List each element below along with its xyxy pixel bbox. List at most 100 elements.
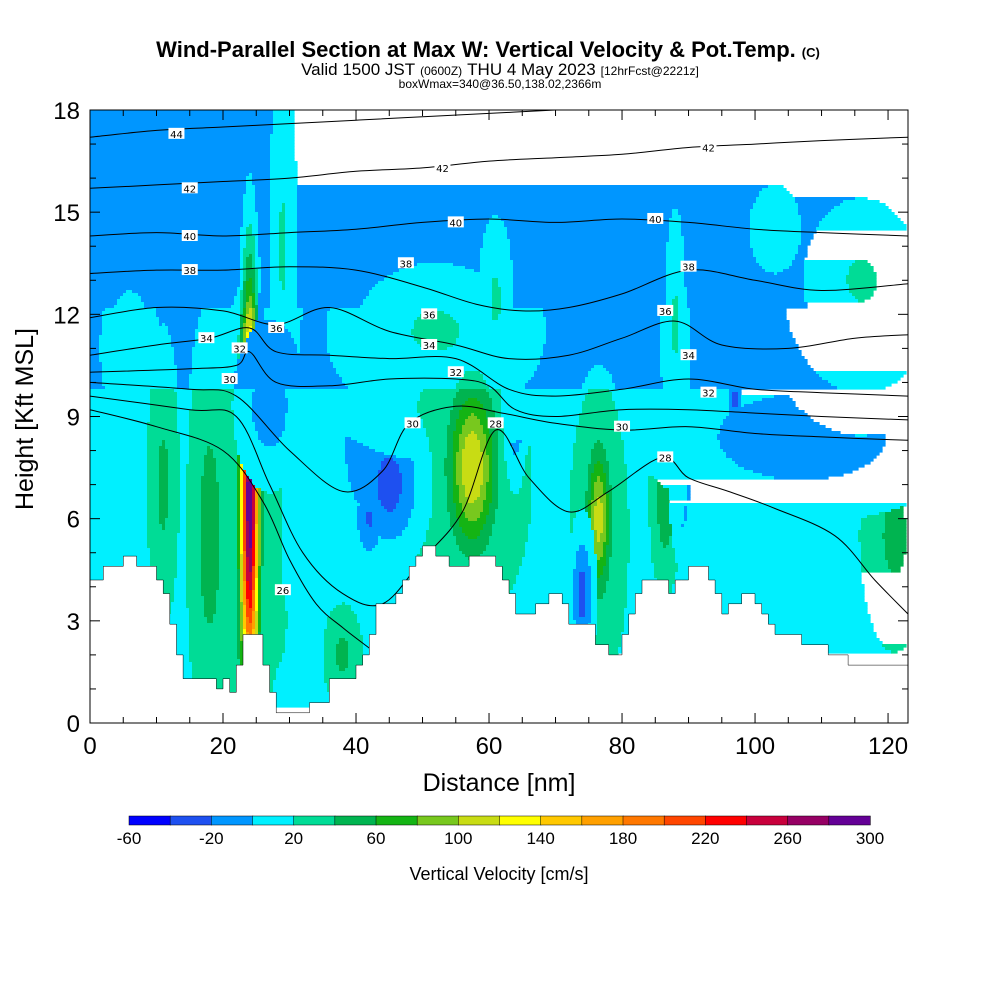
y-tick-label: 0 (67, 711, 80, 738)
colorbar-tick-label: -20 (199, 829, 224, 848)
theta-label-text: 38 (682, 263, 695, 274)
colorbar-tick-label: 140 (526, 829, 554, 848)
theta-label-text: 32 (233, 344, 246, 355)
x-axis-label: Distance [nm] (423, 769, 576, 797)
colorbar-swatch (540, 815, 583, 826)
colorbar-swatch (787, 815, 830, 826)
theta-label: 32 (447, 366, 464, 379)
theta-label: 36 (657, 304, 674, 318)
theta-label: 36 (421, 308, 438, 321)
theta-label-text: 36 (659, 307, 672, 318)
y-tick-label: 18 (53, 98, 80, 125)
colorbar-label: Vertical Velocity [cm/s] (409, 864, 588, 884)
theta-label: 34 (680, 349, 697, 362)
theta-label: 28 (657, 451, 674, 464)
theta-label-text: 30 (616, 423, 629, 434)
x-tick-label: 100 (735, 733, 775, 760)
x-axis: 0 20 40 60 80 100 120 (83, 110, 908, 760)
colorbar-swatch (416, 815, 459, 826)
theta-label: 30 (221, 373, 238, 386)
theta-label: 30 (404, 417, 421, 430)
theta-label-text: 36 (423, 310, 436, 321)
copyright-mark: (C) (802, 45, 820, 60)
colorbar-swatch (828, 815, 871, 826)
colorbar-tick-label: 60 (367, 829, 386, 848)
colorbar-swatch (252, 815, 295, 826)
theta-label-text: 30 (223, 375, 236, 386)
colorbar-swatch (458, 815, 501, 826)
theta-label: 26 (274, 584, 291, 597)
theta-label-text: 40 (649, 215, 662, 226)
theta-label-text: 40 (449, 218, 462, 229)
colorbar-swatch (375, 815, 418, 826)
theta-label-text: 38 (400, 259, 413, 270)
colorbar-tick-label: -60 (117, 829, 142, 848)
theta-label-text: 42 (702, 143, 715, 154)
theta-contour-38 (90, 266, 908, 312)
colorbar-swatch (746, 815, 789, 826)
theta-label-text: 32 (449, 368, 462, 379)
colorbar-tick-label: 100 (444, 829, 472, 848)
chart-title: Wind-Parallel Section at Max W: Vertical… (156, 37, 820, 62)
theta-contour-36 (90, 306, 908, 360)
theta-label: 32 (700, 386, 717, 400)
colorbar-swatch (293, 815, 336, 826)
colorbar-swatch (705, 815, 748, 826)
theta-label: 34 (198, 332, 215, 345)
theta-label: 38 (680, 260, 697, 274)
colorbar-swatch (663, 815, 706, 826)
theta-label-text: 34 (423, 341, 436, 352)
theta-label-text: 34 (682, 351, 695, 362)
theta-label: 42 (434, 161, 451, 175)
theta-label-text: 30 (406, 419, 419, 430)
colorbar-tick-label: 260 (773, 829, 801, 848)
theta-label-text: 42 (183, 184, 196, 195)
x-tick-label: 40 (343, 733, 370, 760)
theta-contour-40 (90, 218, 908, 237)
chart-subtitle-valid: Valid 1500 JST (0600Z) THU 4 May 2023 [12hr… (301, 60, 699, 79)
colorbar-tick-label: 20 (284, 829, 303, 848)
theta-contours (90, 110, 908, 649)
x-tick-label: 20 (210, 733, 237, 760)
colorbar-tick-label: 220 (691, 829, 719, 848)
theta-contour-28 (90, 395, 908, 615)
theta-label: 36 (268, 321, 285, 335)
y-tick-label: 15 (53, 200, 80, 227)
theta-label-text: 38 (183, 266, 196, 277)
theta-label: 44 (168, 127, 185, 141)
colorbar-ticks: -60 -20 20 60 100 140 180 220 260 300 (117, 829, 884, 848)
y-axis-label: Height [Kft MSL] (11, 328, 39, 510)
terrain-mask (90, 545, 908, 723)
y-tick-label: 3 (67, 609, 80, 636)
colorbar-swatch (581, 815, 624, 826)
theta-label-text: 36 (270, 324, 283, 335)
theta-contour-34 (90, 327, 908, 397)
theta-contour-42 (90, 136, 908, 189)
theta-label-text: 32 (702, 389, 715, 400)
theta-label-text: 26 (276, 586, 289, 597)
theta-contour-labels: 44 42 42 42 40 40 40 38 38 38 36 36 36 34 34 34 32 32 32 30… (168, 127, 717, 597)
colorbar-tick-label: 180 (609, 829, 637, 848)
x-tick-label: 80 (609, 733, 636, 760)
theta-label: 32 (231, 342, 248, 355)
x-tick-label: 120 (868, 733, 908, 760)
x-tick-label: 0 (83, 733, 96, 760)
theta-label: 34 (421, 338, 438, 352)
theta-label: 42 (181, 182, 198, 195)
theta-label: 28 (487, 417, 504, 430)
colorbar-swatch (499, 815, 542, 826)
theta-label: 38 (397, 257, 414, 270)
theta-label-text: 28 (659, 453, 672, 464)
theta-contour-44 (90, 110, 556, 138)
theta-label: 40 (447, 216, 464, 229)
theta-label-text: 28 (489, 419, 502, 430)
colorbar-swatch (211, 815, 254, 826)
colorbar-tick-label: 300 (856, 829, 884, 848)
colorbar-swatch (334, 815, 377, 826)
chart-subtitle-box: boxWmax=340@36.50,138.02,2366m (399, 77, 602, 91)
theta-label: 40 (181, 230, 198, 243)
theta-contour-30 (90, 381, 908, 493)
y-tick-label: 9 (67, 405, 80, 432)
